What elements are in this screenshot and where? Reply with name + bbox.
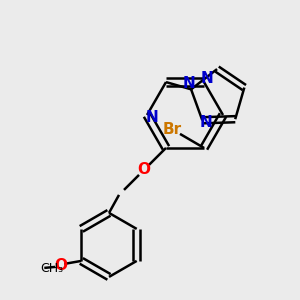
Text: N: N <box>146 110 158 124</box>
Text: N: N <box>200 115 213 130</box>
Text: N: N <box>183 76 196 91</box>
Text: CH₃: CH₃ <box>40 262 63 275</box>
Text: O: O <box>54 258 67 273</box>
Text: N: N <box>201 70 213 86</box>
Text: Br: Br <box>162 122 182 137</box>
Text: O: O <box>137 162 151 177</box>
